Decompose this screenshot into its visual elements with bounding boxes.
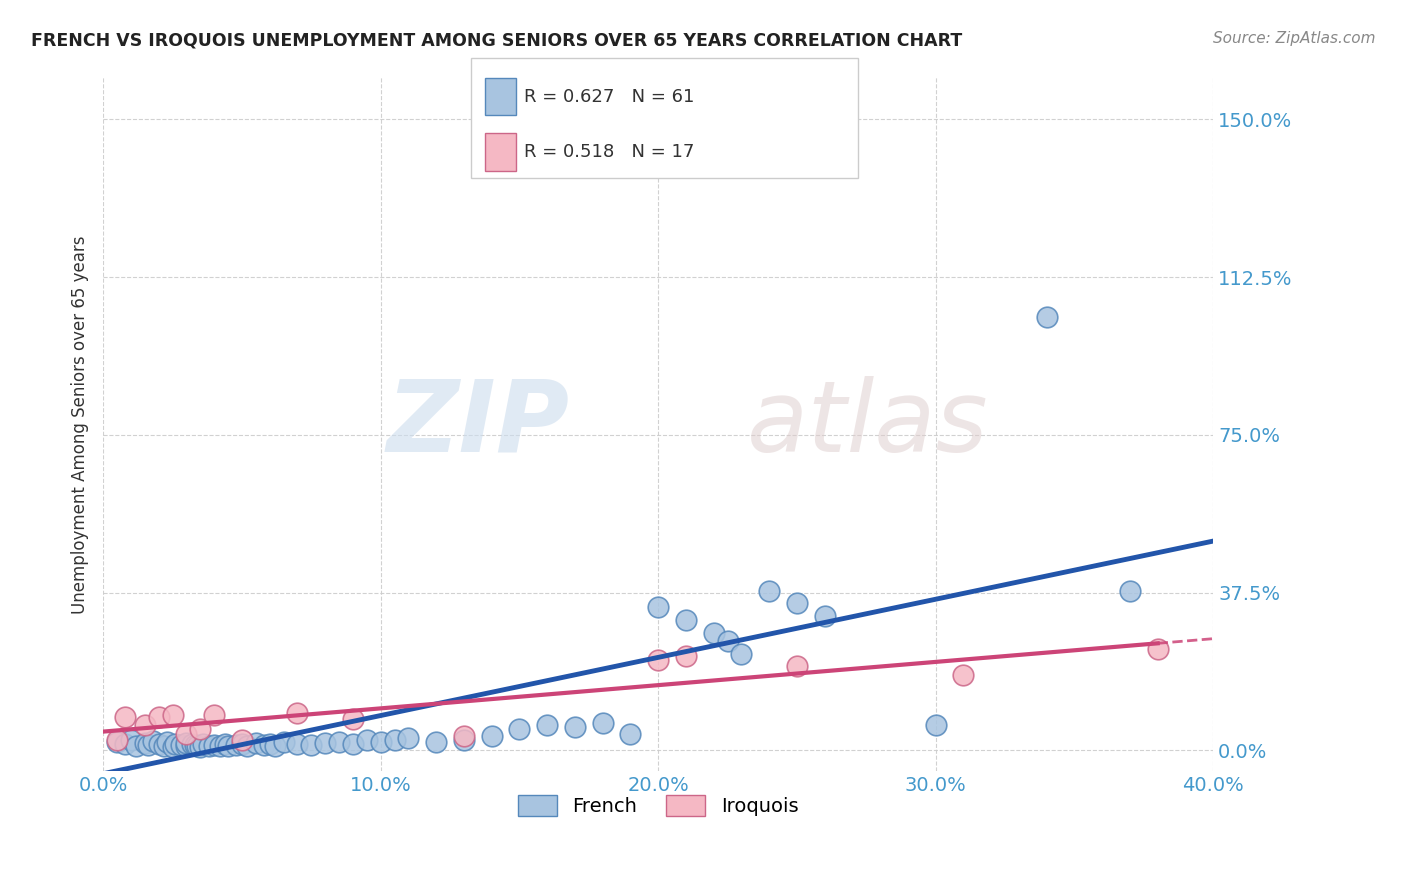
Point xyxy=(952,667,974,681)
Point xyxy=(170,739,193,753)
Point xyxy=(176,736,198,750)
Point xyxy=(120,732,142,747)
Point xyxy=(716,634,738,648)
Point xyxy=(384,732,406,747)
Point xyxy=(188,723,211,737)
Point xyxy=(134,736,156,750)
Point xyxy=(730,647,752,661)
Point xyxy=(165,737,187,751)
Text: R = 0.627   N = 61: R = 0.627 N = 61 xyxy=(524,87,695,105)
Point xyxy=(273,735,295,749)
Point xyxy=(105,735,128,749)
Point xyxy=(202,739,225,753)
Point xyxy=(148,709,170,723)
Point xyxy=(786,596,808,610)
Point xyxy=(370,735,392,749)
Point xyxy=(176,739,198,753)
Point xyxy=(314,736,336,750)
Point xyxy=(188,739,211,754)
Point xyxy=(153,739,176,753)
Point xyxy=(675,613,697,627)
Point xyxy=(647,600,669,615)
Point xyxy=(328,735,350,749)
Point xyxy=(299,739,322,753)
Point xyxy=(287,706,309,720)
Point xyxy=(217,739,239,753)
Text: R = 0.518   N = 17: R = 0.518 N = 17 xyxy=(524,143,695,161)
Text: FRENCH VS IROQUOIS UNEMPLOYMENT AMONG SENIORS OVER 65 YEARS CORRELATION CHART: FRENCH VS IROQUOIS UNEMPLOYMENT AMONG SE… xyxy=(31,31,962,49)
Point xyxy=(1119,583,1142,598)
Point xyxy=(214,737,236,751)
Point xyxy=(536,718,558,732)
Point xyxy=(183,739,205,753)
Y-axis label: Unemployment Among Seniors over 65 years: Unemployment Among Seniors over 65 years xyxy=(72,235,89,614)
Point xyxy=(231,732,253,747)
Point xyxy=(287,737,309,751)
Point xyxy=(925,718,948,732)
Point xyxy=(342,737,364,751)
Point xyxy=(508,723,530,737)
Point xyxy=(453,729,475,743)
Point xyxy=(1146,642,1168,657)
Point xyxy=(162,739,184,754)
Point xyxy=(125,739,148,753)
Point xyxy=(162,707,184,722)
Point xyxy=(236,739,259,753)
Point xyxy=(245,736,267,750)
Point xyxy=(191,737,214,751)
Text: atlas: atlas xyxy=(747,376,988,473)
Point xyxy=(675,648,697,663)
Point xyxy=(647,653,669,667)
Legend: French, Iroquois: French, Iroquois xyxy=(510,788,806,824)
Point xyxy=(136,739,159,753)
Point xyxy=(814,608,837,623)
Point xyxy=(356,732,378,747)
Point xyxy=(225,739,247,753)
Point xyxy=(786,659,808,673)
Point xyxy=(453,732,475,747)
Point xyxy=(208,739,231,753)
Point xyxy=(134,718,156,732)
Point xyxy=(396,731,419,745)
Point xyxy=(114,709,136,723)
Text: Source: ZipAtlas.com: Source: ZipAtlas.com xyxy=(1212,31,1375,46)
Point xyxy=(564,720,586,734)
Point xyxy=(425,735,447,749)
Point xyxy=(231,737,253,751)
Point xyxy=(259,737,281,751)
Point xyxy=(202,707,225,722)
Point xyxy=(156,735,179,749)
Point xyxy=(264,739,287,753)
Point xyxy=(197,739,219,753)
Point xyxy=(142,734,165,748)
Point xyxy=(105,732,128,747)
Point xyxy=(253,739,276,753)
Point xyxy=(481,729,503,743)
Point xyxy=(342,712,364,726)
Point xyxy=(181,737,204,751)
Point xyxy=(619,726,641,740)
Point xyxy=(703,625,725,640)
Text: ZIP: ZIP xyxy=(387,376,569,473)
Point xyxy=(758,583,780,598)
Point xyxy=(592,716,614,731)
Point xyxy=(1035,310,1057,325)
Point xyxy=(148,737,170,751)
Point xyxy=(176,726,198,740)
Point xyxy=(114,737,136,751)
Point xyxy=(186,739,208,753)
